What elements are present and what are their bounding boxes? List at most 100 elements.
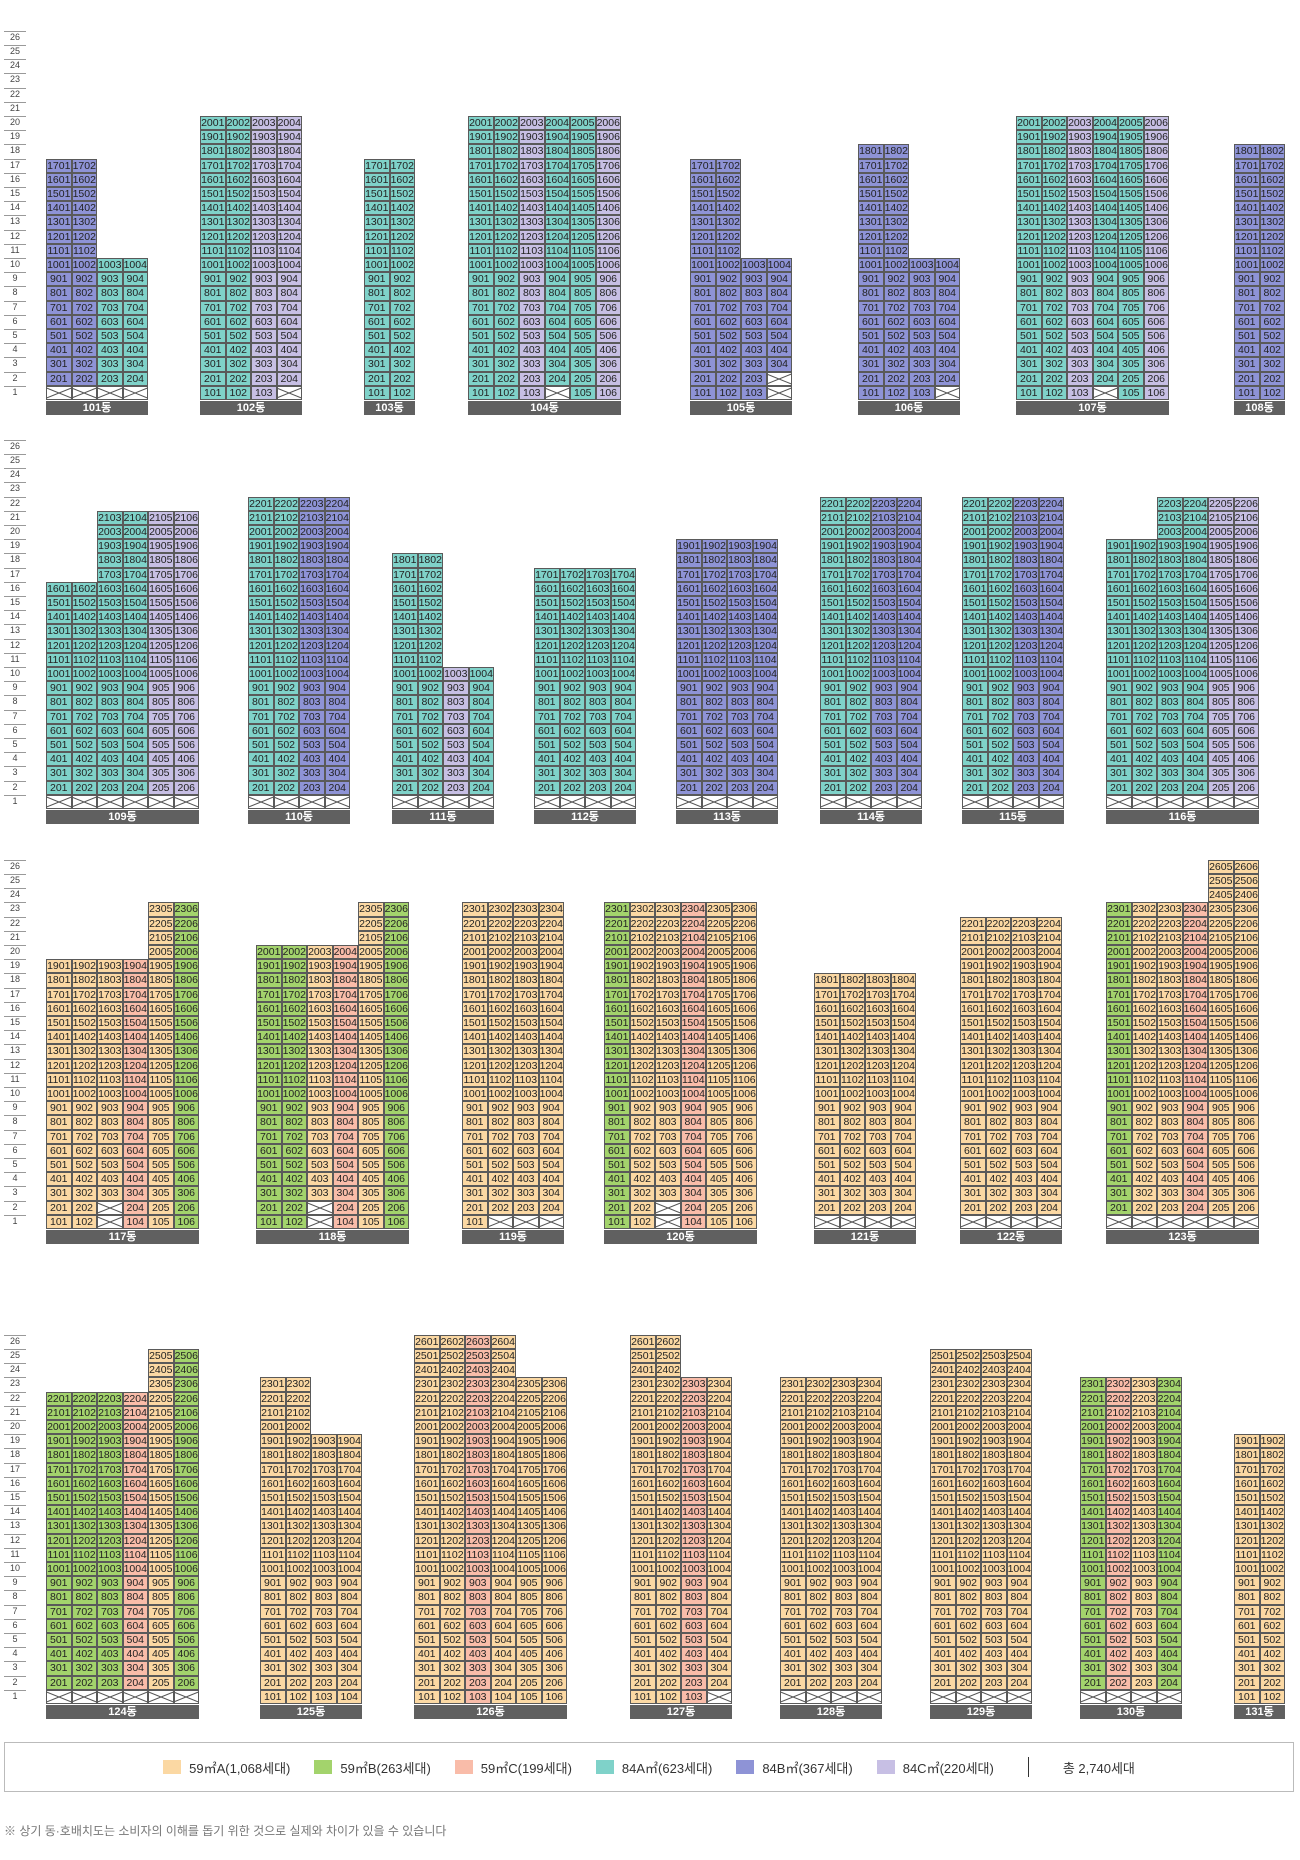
unit-cell: 105 bbox=[1118, 385, 1144, 400]
unit-cell: 604 bbox=[896, 723, 922, 738]
unit-cell: 301 bbox=[462, 1186, 488, 1201]
unit-cell: 2001 bbox=[630, 1420, 656, 1435]
unit-cell: 701 bbox=[364, 300, 390, 315]
unit-cell: 1303 bbox=[251, 215, 277, 230]
unit-cell: 1703 bbox=[97, 987, 123, 1002]
unit-cell: 802 bbox=[71, 695, 97, 710]
unit-cell: 503 bbox=[981, 1633, 1007, 1648]
unit-cell: 303 bbox=[519, 357, 545, 372]
floor-axis-label: 11 bbox=[4, 243, 26, 259]
unit-cell: 405 bbox=[570, 343, 596, 358]
unit-cell: 1002 bbox=[417, 667, 443, 682]
unit-cell: 803 bbox=[655, 1115, 681, 1130]
unit-cell: 1704 bbox=[1182, 987, 1208, 1002]
unit-cell: 1805 bbox=[1208, 973, 1234, 988]
unit-cell: 1404 bbox=[122, 1030, 148, 1045]
unit-cell: 201 bbox=[414, 1675, 440, 1690]
unit-cell: 1001 bbox=[1234, 1562, 1260, 1577]
unit-cell: 1304 bbox=[706, 1519, 732, 1534]
void-cell bbox=[727, 794, 753, 809]
unit-cell: 302 bbox=[1259, 1661, 1285, 1676]
unit-cell: 1304 bbox=[752, 624, 778, 639]
unit-cell: 703 bbox=[1131, 1604, 1157, 1619]
unit-cell: 1704 bbox=[1038, 567, 1064, 582]
unit-cell: 1606 bbox=[541, 1476, 567, 1491]
unit-cell: 1104 bbox=[544, 243, 570, 258]
unit-cell: 1503 bbox=[871, 596, 897, 611]
unit-cell: 2201 bbox=[960, 916, 986, 931]
unit-cell: 1602 bbox=[883, 172, 909, 187]
unit-cell: 202 bbox=[71, 371, 97, 386]
unit-cell: 1402 bbox=[285, 1505, 311, 1520]
unit-cell: 304 bbox=[324, 766, 350, 781]
unit-cell: 2203 bbox=[871, 496, 897, 511]
unit-cell: 1604 bbox=[610, 581, 636, 596]
unit-cell: 1402 bbox=[487, 1030, 513, 1045]
unit-cell: 703 bbox=[655, 1129, 681, 1144]
unit-cell: 2101 bbox=[630, 1405, 656, 1420]
unit-cell: 1503 bbox=[97, 1491, 123, 1506]
unit-cell: 604 bbox=[1036, 1143, 1062, 1158]
unit-cell: 705 bbox=[1118, 300, 1144, 315]
unit-cell: 1702 bbox=[71, 987, 97, 1002]
unit-cell: 2204 bbox=[1036, 916, 1062, 931]
unit-cell: 1004 bbox=[1092, 258, 1118, 273]
unit-cell: 104 bbox=[332, 1214, 358, 1229]
void-cell bbox=[805, 1689, 831, 1704]
void-cell bbox=[930, 1689, 956, 1704]
unit-cell: 504 bbox=[122, 1158, 148, 1173]
unit-cell: 601 bbox=[1234, 314, 1260, 329]
unit-cell: 1304 bbox=[324, 624, 350, 639]
unit-cell: 405 bbox=[148, 1647, 174, 1662]
unit-cell: 1903 bbox=[981, 1434, 1007, 1449]
void-cell bbox=[299, 794, 325, 809]
unit-cell: 802 bbox=[715, 286, 741, 301]
unit-cell: 1102 bbox=[71, 243, 97, 258]
unit-cell: 2104 bbox=[538, 930, 564, 945]
unit-cell: 203 bbox=[1013, 780, 1039, 795]
unit-cell: 404 bbox=[332, 1172, 358, 1187]
unit-cell: 602 bbox=[1105, 1618, 1131, 1633]
unit-cell: 1706 bbox=[1143, 158, 1169, 173]
unit-cell: 302 bbox=[1041, 357, 1067, 372]
unit-cell: 1003 bbox=[307, 1087, 333, 1102]
unit-cell: 2303 bbox=[831, 1377, 857, 1392]
unit-cell: 2003 bbox=[1013, 525, 1039, 540]
unit-cell: 401 bbox=[364, 343, 390, 358]
unit-cell: 103 bbox=[465, 1689, 491, 1704]
unit-cell: 1604 bbox=[896, 581, 922, 596]
unit-cell: 1104 bbox=[1038, 652, 1064, 667]
unit-cell: 702 bbox=[71, 1129, 97, 1144]
unit-cell: 301 bbox=[534, 766, 560, 781]
unit-cell: 2101 bbox=[248, 510, 274, 525]
unit-cell: 203 bbox=[871, 780, 897, 795]
unit-cell: 1103 bbox=[97, 652, 123, 667]
unit-cell: 1805 bbox=[148, 553, 174, 568]
unit-cell: 304 bbox=[934, 357, 960, 372]
unit-cell: 604 bbox=[122, 1618, 148, 1633]
unit-cell: 403 bbox=[1011, 1172, 1037, 1187]
unit-cell: 206 bbox=[1233, 1200, 1259, 1215]
unit-cell: 1001 bbox=[256, 1087, 282, 1102]
unit-cell: 1402 bbox=[417, 610, 443, 625]
unit-cell: 506 bbox=[173, 1633, 199, 1648]
unit-cell: 1401 bbox=[260, 1505, 286, 1520]
unit-cell: 602 bbox=[1131, 1143, 1157, 1158]
unit-cell: 2004 bbox=[324, 525, 350, 540]
unit-cell: 2006 bbox=[173, 945, 199, 960]
unit-cell: 2005 bbox=[516, 1420, 542, 1435]
unit-cell: 502 bbox=[1259, 329, 1285, 344]
unit-cell: 1201 bbox=[930, 1533, 956, 1548]
unit-cell: 101 bbox=[200, 385, 226, 400]
unit-cell: 1403 bbox=[299, 610, 325, 625]
unit-cell: 1602 bbox=[655, 1476, 681, 1491]
unit-cell: 1601 bbox=[1016, 172, 1042, 187]
unit-cell: 1302 bbox=[417, 624, 443, 639]
floor-axis-label: 2 bbox=[4, 371, 26, 387]
unit-cell: 705 bbox=[148, 1604, 174, 1619]
unit-cell: 2004 bbox=[1038, 525, 1064, 540]
unit-cell: 104 bbox=[490, 1689, 516, 1704]
unit-cell: 1701 bbox=[248, 567, 274, 582]
unit-cell: 1204 bbox=[1036, 1058, 1062, 1073]
